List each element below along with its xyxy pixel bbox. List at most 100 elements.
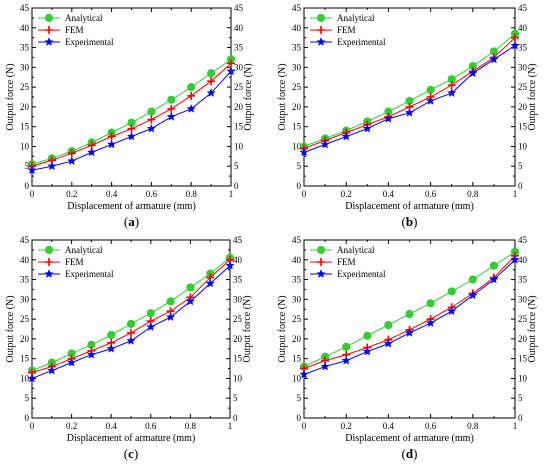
x-tick-label: 0.4 xyxy=(383,421,395,431)
data-point-fem xyxy=(167,104,176,113)
data-point-fem xyxy=(127,328,135,337)
y-axis-label-right: Output force (N) xyxy=(242,295,253,362)
y-tick-label-right: 15 xyxy=(234,122,244,132)
data-point-analytical xyxy=(147,107,156,116)
data-point-experimental xyxy=(383,338,394,348)
plot-frame xyxy=(31,7,232,187)
y-axis-label-right: Output force (N) xyxy=(527,63,538,130)
y-tick-label-right: 0 xyxy=(233,413,238,423)
data-point-experimental xyxy=(468,68,478,78)
data-point-experimental xyxy=(67,156,77,166)
y-tick-label-right: 40 xyxy=(518,23,528,33)
x-axis-label: Displacement of armature (mm) xyxy=(67,201,196,212)
panel-letter-open: ( xyxy=(402,446,406,461)
series-line-fem xyxy=(31,63,232,167)
y-tick-label-left: 20 xyxy=(292,102,302,112)
y-tick-label-right: 20 xyxy=(518,334,528,344)
data-point-fem xyxy=(207,77,216,86)
legend-marker-fem xyxy=(317,258,325,266)
data-point-experimental xyxy=(47,365,57,375)
y-tick-label-right: 15 xyxy=(518,354,528,364)
legend-marker-analytical xyxy=(44,13,54,23)
y-tick-label-left: 40 xyxy=(20,23,30,33)
data-point-experimental xyxy=(425,96,436,105)
panel-letter: (c) xyxy=(124,446,138,461)
data-point-experimental xyxy=(27,373,37,383)
x-tick-label: 0.6 xyxy=(146,189,158,199)
data-point-experimental xyxy=(383,113,394,123)
data-point-analytical xyxy=(426,85,435,94)
y-tick-label-left: 20 xyxy=(20,102,30,112)
data-point-experimental xyxy=(206,88,216,98)
series-line-analytical xyxy=(31,59,232,165)
x-tick-label: 0.8 xyxy=(467,421,479,431)
y-tick-label-left: 15 xyxy=(20,122,30,132)
panel-letter-close: ) xyxy=(134,446,138,461)
y-tick-label-right: 0 xyxy=(518,413,523,423)
y-tick-label-left: 0 xyxy=(297,413,302,423)
data-point-fem xyxy=(447,81,456,90)
panel-letter-close: ) xyxy=(413,214,417,229)
data-point-experimental xyxy=(166,111,176,121)
data-point-experimental xyxy=(126,335,136,345)
y-tick-label-right: 35 xyxy=(518,43,528,53)
panel-letter-close: ) xyxy=(413,446,417,461)
x-tick-label: 0.2 xyxy=(66,421,77,431)
y-tick-label-left: 35 xyxy=(20,275,30,285)
y-axis-label-right: Output force (N) xyxy=(527,295,538,362)
y-tick-label-left: 20 xyxy=(20,334,30,344)
y-tick-label-right: 40 xyxy=(233,255,243,265)
y-tick-label-right: 5 xyxy=(234,161,239,171)
y-tick-label-right: 40 xyxy=(234,23,244,33)
panel-letter-open: ( xyxy=(124,214,128,229)
y-tick-label-left: 35 xyxy=(292,43,302,53)
x-tick-label: 0.8 xyxy=(467,189,479,199)
data-point-experimental xyxy=(185,296,196,306)
data-point-analytical xyxy=(107,330,116,340)
data-point-experimental xyxy=(205,278,215,288)
panel-letter-open: ( xyxy=(402,214,406,229)
y-tick-label-left: 0 xyxy=(25,181,30,191)
legend-label-experimental: Experimental xyxy=(65,269,114,279)
data-point-experimental xyxy=(66,357,77,367)
legend-label-analytical: Analytical xyxy=(65,13,103,23)
panel-letter-close: ) xyxy=(135,214,139,229)
legend-label-fem: FEM xyxy=(65,257,84,267)
y-tick-label-right: 5 xyxy=(518,161,523,171)
x-tick-label: 0 xyxy=(302,189,307,199)
data-point-experimental xyxy=(27,165,37,175)
x-tick-label: 0.8 xyxy=(185,421,197,431)
data-point-fem xyxy=(147,115,156,124)
y-tick-label-left: 40 xyxy=(20,255,30,265)
x-tick-label: 0 xyxy=(302,421,307,431)
series-line-fem xyxy=(31,259,231,373)
y-tick-label-left: 10 xyxy=(20,373,30,383)
y-tick-label-right: 25 xyxy=(518,82,528,92)
y-tick-label-left: 25 xyxy=(292,82,302,92)
data-point-experimental xyxy=(447,306,457,316)
data-point-analytical xyxy=(126,319,136,328)
data-point-experimental xyxy=(362,123,372,133)
y-tick-label-left: 5 xyxy=(25,161,30,171)
series-line-fem xyxy=(303,37,516,149)
x-tick-label: 0.6 xyxy=(425,421,437,431)
data-point-experimental xyxy=(447,88,457,98)
legend-label-experimental: Experimental xyxy=(65,37,114,47)
legend-label-fem: FEM xyxy=(337,25,356,35)
data-point-experimental xyxy=(186,103,196,113)
y-axis-label-left: Output force (N) xyxy=(277,63,288,130)
legend-marker-experimental xyxy=(316,37,326,46)
y-axis-label-right: Output force (N) xyxy=(243,63,254,130)
y-tick-label-right: 30 xyxy=(234,62,244,72)
legend-label-experimental: Experimental xyxy=(337,269,386,279)
data-point-experimental xyxy=(299,369,309,379)
data-point-analytical xyxy=(166,297,175,306)
data-point-experimental xyxy=(510,40,520,50)
y-tick-label-right: 15 xyxy=(518,122,528,132)
legend-label-analytical: Analytical xyxy=(337,13,375,23)
data-point-analytical xyxy=(146,309,155,318)
y-tick-label-left: 25 xyxy=(292,314,302,324)
data-point-experimental xyxy=(225,260,235,270)
y-tick-label-left: 25 xyxy=(20,82,30,92)
